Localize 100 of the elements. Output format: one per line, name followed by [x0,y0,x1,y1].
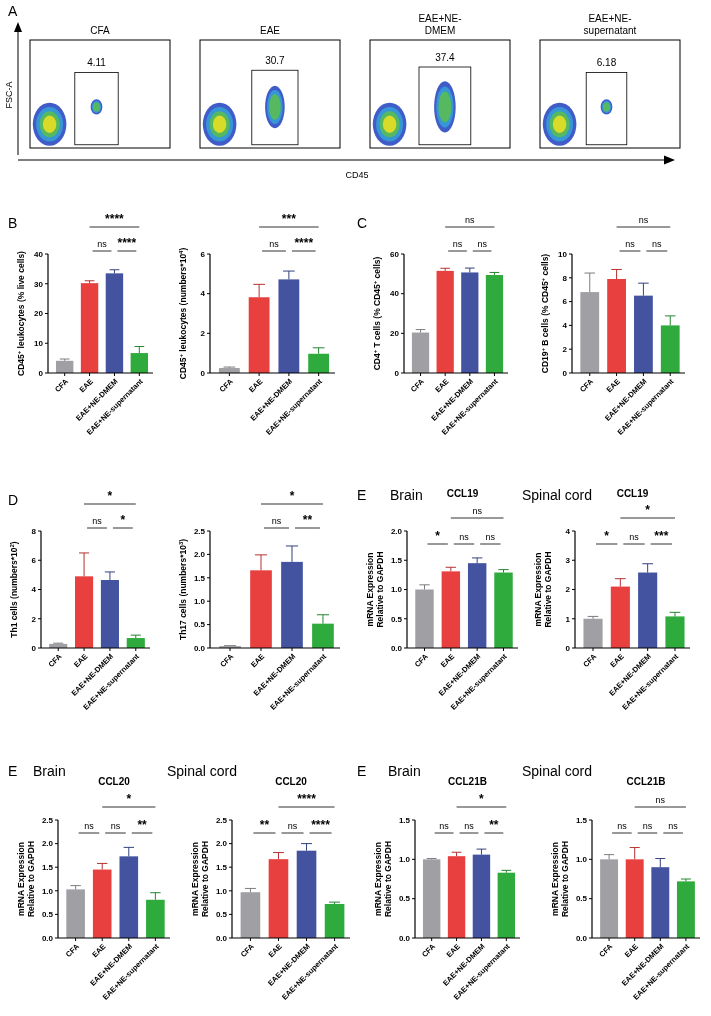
text: ns [269,239,280,249]
annotation: ns [617,821,628,831]
y-tick-label: 40 [390,289,400,299]
annotation: ** [137,818,148,832]
text: * [289,489,295,503]
annotation: ns [84,821,95,831]
y-tick-label: 0 [31,643,37,653]
y-tick-label: 2.5 [41,815,54,825]
chart-subtitle: Spinal cord [522,487,593,503]
text: * [120,513,126,527]
text: ns [465,215,476,225]
y-tick-label: 0 [200,368,206,378]
y-tick-label: 2 [200,329,206,339]
y-tick-label: 30 [34,279,44,289]
y-tick-label: 4 [565,526,571,536]
text: EAE [259,25,281,36]
chart-subtitle: Spinal cord [167,763,238,779]
text: **** [117,236,137,250]
text: C [357,215,368,231]
y-tick-label: 2.0 [390,526,403,536]
y-tick-label: 6 [31,556,37,566]
y-tick-label: 0.5 [398,894,411,904]
text: 6.18 [596,57,617,69]
text: ns [472,506,483,516]
annotation: ns [485,532,496,542]
text: ns [638,215,649,225]
annotation: * [604,529,610,543]
y-tick-label: 8 [31,526,37,536]
text: * [126,792,132,806]
text: E [8,763,18,779]
text: * [479,792,485,806]
y-tick-label: 1.0 [390,585,403,595]
annotation: ns [629,532,640,542]
chart-title: CCL21B [626,776,666,787]
y-tick-label: 4 [200,289,206,299]
text: * [645,503,651,517]
y-tick-label: 1.0 [193,597,206,606]
y-tick-label: 0.0 [390,643,403,653]
text: D [8,492,19,508]
y-tick-label: 0.0 [575,933,588,943]
chart-subtitle: Brain [390,487,423,503]
chart-title: CCL21B [448,776,487,787]
text: ns [271,516,282,526]
text: E [357,763,367,779]
y-tick-label: 8 [562,273,568,283]
y-tick-label: 0.0 [398,933,411,943]
y-tick-label: 0.5 [193,620,206,630]
y-tick-label: 1.0 [398,855,411,865]
y-tick-label: 2 [562,345,568,354]
y-tick-label: 0.0 [41,933,54,943]
y-tick-label: 1.0 [215,886,228,896]
y-tick-label: 1.5 [390,556,403,566]
y-tick-label: 10 [558,249,568,259]
annotation: ns [668,821,679,831]
annotation: * [435,529,441,543]
y-tick-label: 0.0 [193,643,206,653]
annotation: ** [259,818,270,832]
text: **** [297,792,317,806]
y-tick-label: 1.5 [41,863,54,872]
annotation: ns [464,821,475,831]
y-tick-label: 3 [565,556,571,566]
text: E [357,487,367,503]
y-tick-label: 2.5 [215,815,228,825]
y-axis-title: mRNA Expression Relative to GAPDH [190,840,210,918]
y-tick-label: 10 [34,339,44,349]
text: FSC-A [4,81,14,109]
y-tick-label: 2 [565,585,571,595]
text: ns [477,239,488,249]
y-tick-label: 0.5 [41,910,54,920]
y-tick-label: 1 [565,614,571,624]
annotation: ** [489,818,499,832]
y-tick-label: 1.5 [575,815,588,825]
annotation: ns [287,821,298,831]
y-tick-label: 0.5 [215,910,228,920]
y-axis-title: mRNA Expression Relative to GAPDH [365,551,385,628]
text: CFA [90,25,111,36]
y-tick-label: 0 [565,643,571,653]
text: ** [302,513,313,527]
text: **** [105,212,125,226]
text: CD45 [345,170,369,180]
y-axis-title: mRNA Expression Relative to GAPDH [16,840,36,918]
text: 30.7 [265,55,286,67]
chart-title: CCL19 [446,488,479,499]
text: **** [294,236,314,250]
chart-title: CCL20 [98,776,131,787]
text: EAE+NE-supernatant [583,13,637,36]
text: ns [97,239,108,249]
text: ns [92,516,103,526]
y-tick-label: 2 [31,614,37,624]
y-tick-label: 0.0 [215,933,228,943]
y-axis-title: mRNA Expression Relative to GAPDH [373,840,393,918]
y-tick-label: 20 [390,329,400,339]
annotation: **** [311,818,331,832]
y-tick-label: 0.5 [390,614,403,624]
annotation: *** [654,529,669,543]
annotation: ns [439,821,450,831]
y-tick-label: 1.0 [41,886,54,896]
text: 4.11 [87,57,107,69]
y-tick-label: 2.0 [215,839,228,849]
text: ns [452,239,463,249]
